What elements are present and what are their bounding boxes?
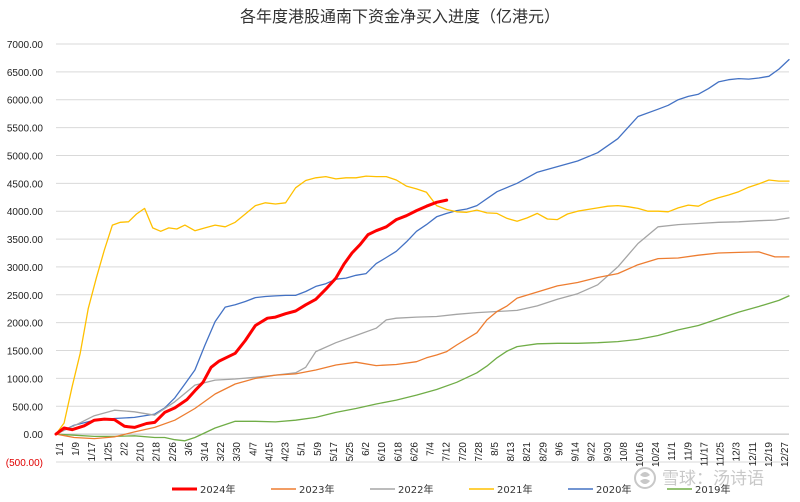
series-line-2022 <box>55 217 790 435</box>
x-tick-label: 2/10 <box>136 442 147 462</box>
x-tick-label: 9/6 <box>554 442 565 456</box>
x-tick-label: 6/18 <box>393 442 404 462</box>
gridlines <box>56 43 789 463</box>
y-tick-label: 2500.00 <box>7 291 44 302</box>
y-tick-label: 2000.00 <box>7 319 44 330</box>
x-tick-label: 7/12 <box>442 442 453 462</box>
y-tick-label: 500.00 <box>12 402 43 413</box>
x-tick-label: 8/5 <box>490 442 501 456</box>
x-tick-label: 7/28 <box>474 442 485 462</box>
y-tick-label: 5500.00 <box>7 124 44 135</box>
y-tick-label: 3000.00 <box>7 263 44 274</box>
snowball-logo-icon <box>634 467 656 489</box>
y-tick-label: 4000.00 <box>7 207 44 218</box>
chart-title: 各年度港股通南下资金净买入进度（亿港元） <box>240 7 560 26</box>
x-tick-label: 6/2 <box>361 442 372 456</box>
x-tick-label: 2/26 <box>168 442 179 462</box>
x-tick-label: 12/19 <box>764 442 775 467</box>
legend-label: 2021年 <box>497 483 532 496</box>
y-tick-label: (500.00) <box>6 458 43 469</box>
x-tick-label: 10/8 <box>619 442 630 462</box>
legend-label: 2022年 <box>398 483 433 496</box>
x-tick-label: 11/17 <box>699 442 710 467</box>
x-tick-label: 3/14 <box>200 442 211 462</box>
x-tick-label: 1/1 <box>55 442 66 456</box>
x-tick-label: 9/14 <box>571 442 582 462</box>
x-tick-label: 11/1 <box>667 442 678 461</box>
x-tick-label: 1/25 <box>103 442 114 462</box>
y-tick-label: 0.00 <box>24 430 44 441</box>
watermark: 雪球：汤诗语 <box>634 467 764 489</box>
legend-label: 2020年 <box>596 483 631 496</box>
series-line-2021 <box>55 175 790 435</box>
y-tick-label: 6500.00 <box>7 68 44 79</box>
x-tick-label: 2/2 <box>119 442 130 456</box>
y-tick-label: 3500.00 <box>7 235 44 246</box>
y-axis-tick-labels: (500.00) 0.00 500.00 1000.00 1500.00 2000.00 2… <box>6 40 44 469</box>
x-tick-label: 11/9 <box>683 442 694 461</box>
x-tick-label: 7/4 <box>426 442 437 456</box>
x-tick-label: 6/10 <box>377 442 388 462</box>
series-line-2024 <box>54 198 449 436</box>
series-line-2023 <box>55 251 790 440</box>
y-tick-label: 6000.00 <box>7 96 44 107</box>
y-tick-label: 5000.00 <box>7 151 44 162</box>
x-axis-tick-labels: 1/1 1/9 1/17 1/25 2/2 2/10 2/18 2/26 3/6 3/14 3/22… <box>55 442 791 467</box>
x-tick-label: 8/21 <box>522 442 533 462</box>
series-line-2019 <box>55 295 790 442</box>
watermark-text: 雪球：汤诗语 <box>662 469 764 489</box>
x-tick-label: 5/25 <box>345 442 356 462</box>
x-tick-label: 7/20 <box>458 442 469 462</box>
x-tick-label: 11/25 <box>716 442 727 467</box>
x-tick-label: 2/18 <box>152 442 163 462</box>
x-tick-label: 1/17 <box>87 442 98 462</box>
x-tick-label: 9/30 <box>603 442 614 462</box>
y-tick-label: 1500.00 <box>7 347 44 358</box>
x-tick-label: 10/16 <box>635 442 646 467</box>
x-tick-label: 5/17 <box>329 442 340 462</box>
legend-label: 2019年 <box>695 483 730 496</box>
x-tick-label: 5/9 <box>313 442 324 456</box>
x-tick-label: 4/15 <box>264 442 275 462</box>
x-tick-label: 3/6 <box>184 442 195 456</box>
legend-label: 2024年 <box>200 483 235 496</box>
x-tick-label: 8/13 <box>506 442 517 462</box>
y-tick-label: 1000.00 <box>7 374 44 385</box>
x-tick-label: 5/1 <box>297 442 308 456</box>
y-tick-label: 7000.00 <box>7 40 44 51</box>
x-tick-label: 9/22 <box>587 442 598 462</box>
x-tick-label: 4/23 <box>281 442 292 462</box>
legend: 2024年 2023年 2022年 2021年 2020年 2019年 <box>172 483 730 496</box>
series-lines <box>54 58 790 442</box>
x-tick-label: 12/3 <box>732 442 743 462</box>
x-tick-label: 10/24 <box>651 442 662 467</box>
x-tick-label: 1/9 <box>71 442 82 456</box>
x-tick-label: 8/29 <box>538 442 549 462</box>
x-tick-label: 12/27 <box>780 442 791 467</box>
x-tick-label: 4/7 <box>248 442 259 456</box>
x-tick-label: 12/11 <box>748 442 759 467</box>
x-tick-label: 3/22 <box>216 442 227 462</box>
series-line-2020 <box>55 58 790 435</box>
x-tick-label: 3/30 <box>232 442 243 462</box>
x-tick-label: 6/26 <box>409 442 420 462</box>
legend-label: 2023年 <box>299 483 334 496</box>
y-tick-label: 4500.00 <box>7 179 44 190</box>
